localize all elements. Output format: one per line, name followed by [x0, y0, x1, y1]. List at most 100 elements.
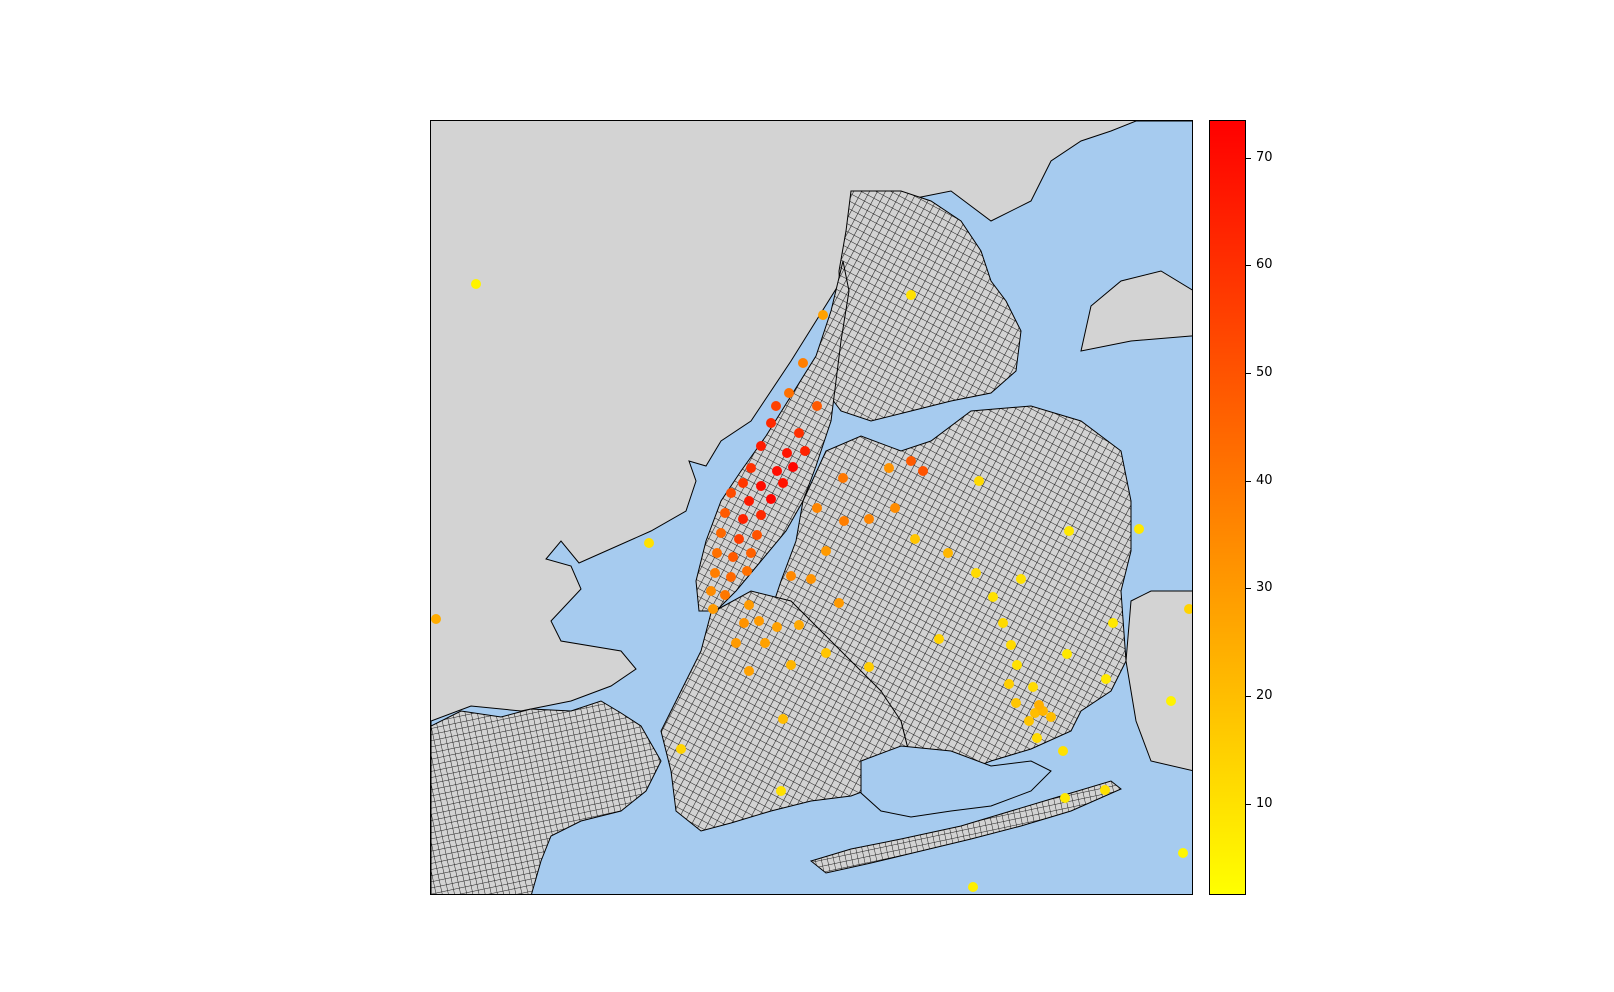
scatter-point	[778, 714, 788, 724]
nyc-map	[431, 121, 1192, 894]
scatter-point	[644, 538, 654, 548]
scatter-point	[1016, 574, 1026, 584]
scatter-point	[728, 552, 738, 562]
scatter-point	[1100, 785, 1110, 795]
scatter-point	[1012, 660, 1022, 670]
rockaway	[809, 780, 1122, 874]
scatter-point	[744, 496, 754, 506]
scatter-point	[934, 634, 944, 644]
scatter-point	[772, 622, 782, 632]
scatter-point	[1024, 716, 1034, 726]
scatter-point	[864, 514, 874, 524]
scatter-point	[1134, 524, 1144, 534]
scatter-point	[739, 618, 749, 628]
colorbar-tick-mark	[1246, 373, 1251, 374]
scatter-point	[726, 488, 736, 498]
scatter-point	[744, 600, 754, 610]
scatter-point	[746, 463, 756, 473]
colorbar-tick-mark	[1246, 265, 1251, 266]
scatter-point	[834, 598, 844, 608]
scatter-point	[821, 546, 831, 556]
scatter-point	[771, 401, 781, 411]
scatter-point	[731, 638, 741, 648]
scatter-point	[766, 418, 776, 428]
scatter-point	[738, 514, 748, 524]
scatter-point	[838, 473, 848, 483]
scatter-point	[431, 614, 441, 624]
scatter-point	[968, 882, 978, 892]
scatter-point	[778, 478, 788, 488]
jamaica-bay	[860, 745, 1052, 818]
brooklyn	[660, 590, 912, 832]
colorbar-tick-label: 10	[1256, 796, 1273, 811]
scatter-point	[1184, 604, 1192, 614]
scatter-point	[708, 604, 718, 614]
scatter-point	[734, 534, 744, 544]
scatter-point	[788, 462, 798, 472]
scatter-point	[766, 494, 776, 504]
scatter-point	[794, 428, 804, 438]
scatter-point	[1062, 649, 1072, 659]
scatter-point	[794, 620, 804, 630]
scatter-point	[1004, 679, 1014, 689]
scatter-point	[1032, 733, 1042, 743]
colorbar-tick-label: 30	[1256, 580, 1273, 595]
scatter-point	[782, 448, 792, 458]
scatter-point	[839, 516, 849, 526]
scatter-point	[1030, 708, 1040, 718]
scatter-point	[784, 388, 794, 398]
scatter-point	[712, 548, 722, 558]
colorbar-tick-label: 50	[1256, 365, 1273, 380]
long-island	[1125, 590, 1192, 772]
scatter-point	[812, 503, 822, 513]
scatter-point	[776, 786, 786, 796]
scatter-point	[786, 571, 796, 581]
colorbar-tick-mark	[1246, 481, 1251, 482]
scatter-point	[818, 310, 828, 320]
scatter-point	[756, 441, 766, 451]
scatter-point	[1028, 682, 1038, 692]
scatter-point	[471, 279, 481, 289]
scatter-point	[821, 648, 831, 658]
scatter-point	[726, 572, 736, 582]
scatter-point	[676, 744, 686, 754]
colorbar-tick-label: 60	[1256, 257, 1273, 272]
colorbar-axis: 70 60 50 40 30 20 10	[1246, 120, 1326, 895]
colorbar-tick-label: 40	[1256, 473, 1273, 488]
scatter-point	[806, 574, 816, 584]
colorbar-tick-mark	[1246, 804, 1251, 805]
scatter-point	[884, 463, 894, 473]
colorbar-tick-mark	[1246, 696, 1251, 697]
scatter-point	[890, 503, 900, 513]
scatter-point	[746, 548, 756, 558]
staten-island	[431, 700, 662, 894]
scatter-point	[772, 466, 782, 476]
colorbar	[1209, 120, 1246, 895]
scatter-point	[1064, 526, 1074, 536]
scatter-point	[988, 592, 998, 602]
scatter-point	[1011, 698, 1021, 708]
map-plot-area	[430, 120, 1193, 895]
scatter-point	[971, 568, 981, 578]
scatter-point	[1060, 793, 1070, 803]
scatter-point	[756, 510, 766, 520]
scatter-point	[786, 660, 796, 670]
scatter-point	[1046, 712, 1056, 722]
scatter-point	[943, 548, 953, 558]
scatter-point	[752, 530, 762, 540]
scatter-point	[974, 476, 984, 486]
scatter-point	[744, 666, 754, 676]
scatter-point	[706, 586, 716, 596]
scatter-point	[742, 566, 752, 576]
scatter-point	[720, 508, 730, 518]
scatter-point	[1108, 618, 1118, 628]
scatter-point	[812, 401, 822, 411]
scatter-point	[864, 662, 874, 672]
scatter-point	[760, 638, 770, 648]
scatter-point	[716, 528, 726, 538]
scatter-point	[720, 590, 730, 600]
scatter-point	[906, 290, 916, 300]
scatter-point	[998, 618, 1008, 628]
scatter-point	[906, 456, 916, 466]
scatter-point	[1178, 848, 1188, 858]
